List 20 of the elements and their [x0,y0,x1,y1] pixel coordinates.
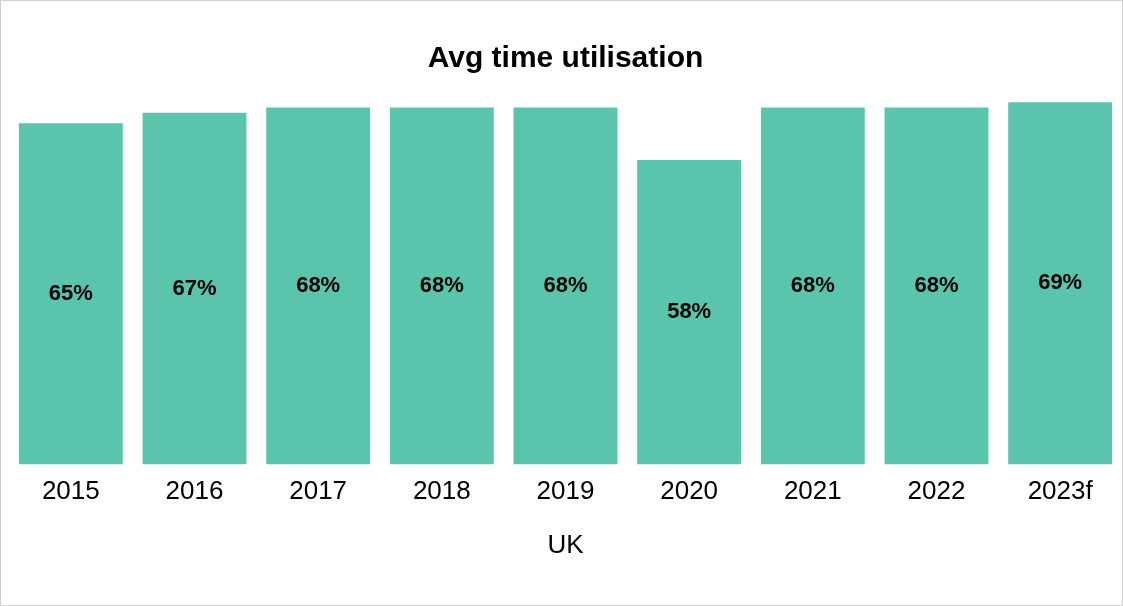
x-tick-label: 2021 [783,475,842,506]
data-label: 67% [172,274,217,300]
x-tick-label: 2020 [660,475,719,506]
data-label: 69% [1038,269,1083,295]
data-label: 58% [667,298,712,324]
x-tick-label: 2023f [1027,475,1094,506]
x-tick-label: 2015 [41,475,100,506]
data-label: 68% [543,272,588,298]
x-tick-label: 2018 [412,475,471,506]
x-tick-label: 2016 [165,475,224,506]
data-label: 68% [790,272,835,298]
x-tick-label: 2017 [289,475,348,506]
data-label: 68% [914,272,959,298]
data-label: 65% [48,279,93,305]
x-tick-label: 2019 [536,475,595,506]
x-axis-title: UK [547,528,585,559]
data-label: 68% [296,272,341,298]
data-label: 68% [419,272,464,298]
chart-title: Avg time utilisation [427,40,704,74]
x-tick-label: 2022 [907,475,966,506]
